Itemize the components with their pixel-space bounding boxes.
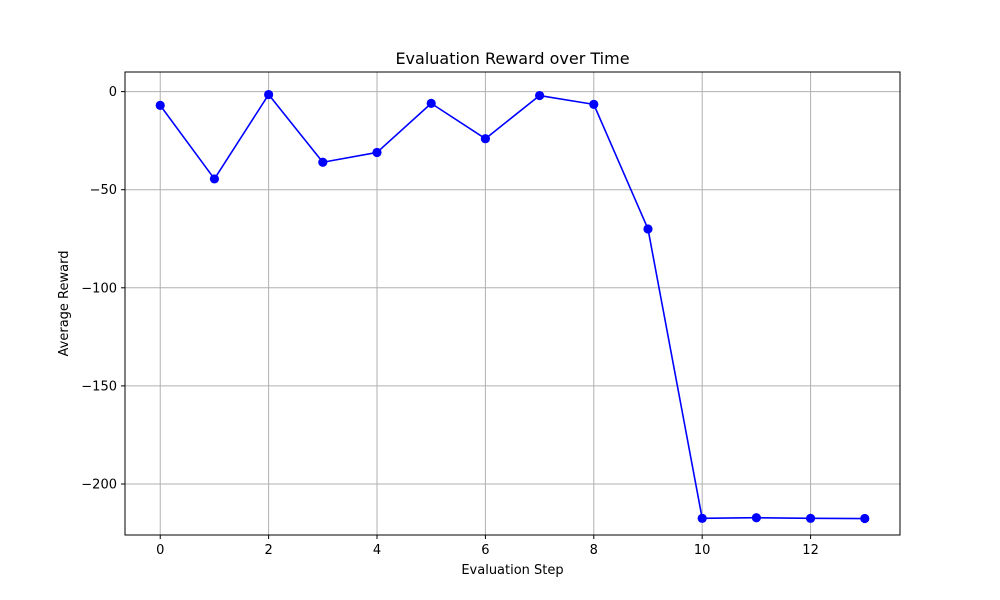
plot-area-frame: [124, 71, 901, 536]
data-point: [318, 157, 328, 167]
data-point: [860, 513, 870, 524]
x-tick-label: 10: [694, 543, 711, 558]
data-point: [643, 224, 653, 234]
gridlines: [125, 72, 900, 535]
y-tick-label: −100: [81, 281, 117, 296]
y-tick-label: −50: [90, 183, 117, 198]
x-tick-label: 2: [264, 543, 272, 558]
x-axis-label: Evaluation Step: [461, 563, 563, 578]
data-point: [805, 513, 816, 523]
x-tick-label: 4: [373, 543, 381, 558]
series-group: [155, 89, 870, 524]
data-point: [372, 147, 382, 158]
x-tick-label: 0: [156, 543, 164, 558]
data-point: [209, 174, 220, 184]
x-tick-label: 12: [802, 543, 819, 558]
data-point: [589, 99, 599, 109]
series-line: [159, 93, 865, 520]
x-axis-ticks: 0 2 4 6 8 10 12: [156, 535, 819, 558]
data-point: [534, 90, 545, 101]
data-point: [480, 134, 491, 144]
y-tick-label: −200: [81, 477, 117, 492]
x-tick-label: 6: [481, 543, 489, 558]
data-point: [155, 100, 165, 110]
y-tick-label: −150: [81, 379, 117, 394]
y-tick-label: 0: [109, 85, 117, 100]
data-point: [264, 89, 274, 100]
x-tick-label: 8: [590, 543, 598, 558]
y-axis-label: Average Reward: [57, 251, 72, 357]
data-point: [426, 98, 436, 108]
chart-title: Evaluation Reward over Time: [395, 49, 629, 68]
data-point: [697, 513, 707, 523]
data-point: [751, 513, 761, 523]
y-axis-ticks: 0 −50 −100 −150 −200: [81, 85, 125, 492]
